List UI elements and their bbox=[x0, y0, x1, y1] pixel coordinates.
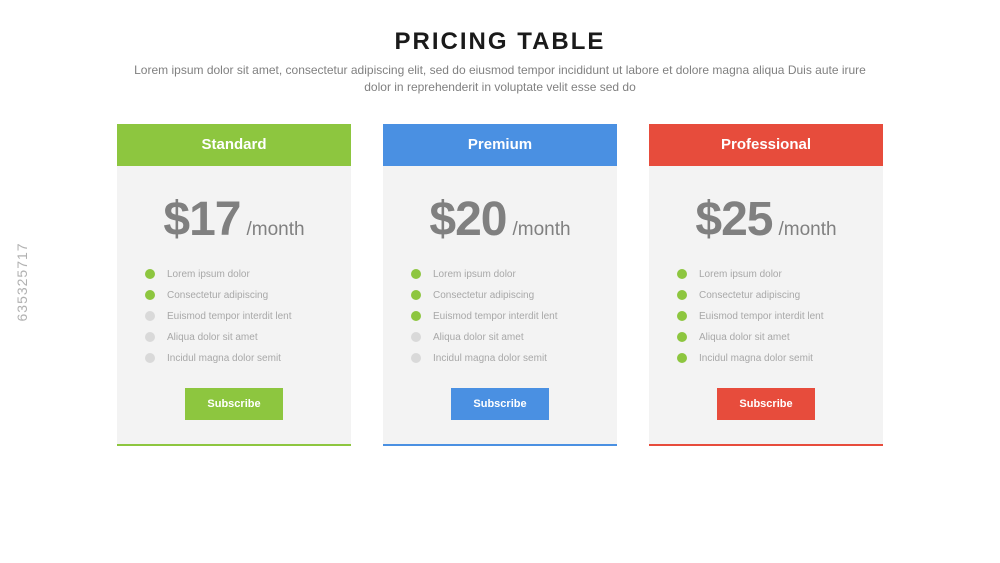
feature-list: Lorem ipsum dolor Consectetur adipiscing E… bbox=[117, 269, 351, 374]
feature-text: Aliqua dolor sit amet bbox=[433, 332, 524, 343]
bullet-active-icon bbox=[677, 353, 687, 363]
bullet-inactive-icon bbox=[411, 353, 421, 363]
feature-text: Lorem ipsum dolor bbox=[699, 269, 782, 280]
feature-text: Aliqua dolor sit amet bbox=[699, 332, 790, 343]
feature-item: Lorem ipsum dolor bbox=[677, 269, 855, 280]
feature-text: Lorem ipsum dolor bbox=[433, 269, 516, 280]
feature-list: Lorem ipsum dolor Consectetur adipiscing E… bbox=[383, 269, 617, 374]
feature-item: Aliqua dolor sit amet bbox=[411, 332, 589, 343]
pricing-card-professional: Professional $25/month Lorem ipsum dolor Co… bbox=[649, 124, 883, 446]
feature-text: Consectetur adipiscing bbox=[167, 290, 268, 301]
feature-text: Incidul magna dolor semit bbox=[167, 353, 281, 364]
feature-text: Lorem ipsum dolor bbox=[167, 269, 250, 280]
feature-text: Incidul magna dolor semit bbox=[433, 353, 547, 364]
feature-text: Consectetur adipiscing bbox=[699, 290, 800, 301]
price-row: $20/month bbox=[383, 192, 617, 247]
bullet-active-icon bbox=[677, 332, 687, 342]
feature-text: Consectetur adipiscing bbox=[433, 290, 534, 301]
feature-item: Consectetur adipiscing bbox=[145, 290, 323, 301]
feature-text: Euismod tempor interdit lent bbox=[167, 311, 292, 322]
price-amount: $25 bbox=[695, 192, 772, 247]
feature-item: Incidul magna dolor semit bbox=[411, 353, 589, 364]
price-amount: $17 bbox=[163, 192, 240, 247]
bullet-active-icon bbox=[411, 290, 421, 300]
bullet-inactive-icon bbox=[145, 353, 155, 363]
card-header: Standard bbox=[117, 124, 351, 166]
feature-item: Lorem ipsum dolor bbox=[411, 269, 589, 280]
price-period: /month bbox=[513, 219, 571, 241]
feature-list: Lorem ipsum dolor Consectetur adipiscing E… bbox=[649, 269, 883, 374]
bullet-active-icon bbox=[145, 269, 155, 279]
price-row: $25/month bbox=[649, 192, 883, 247]
bullet-active-icon bbox=[677, 311, 687, 321]
bullet-active-icon bbox=[677, 290, 687, 300]
watermark-id: 635325717 bbox=[14, 242, 30, 321]
page-subtitle: Lorem ipsum dolor sit amet, consectetur … bbox=[130, 62, 870, 96]
feature-item: Lorem ipsum dolor bbox=[145, 269, 323, 280]
subscribe-button[interactable]: Subscribe bbox=[451, 388, 548, 420]
feature-item: Consectetur adipiscing bbox=[411, 290, 589, 301]
feature-text: Euismod tempor interdit lent bbox=[433, 311, 558, 322]
bullet-active-icon bbox=[411, 269, 421, 279]
feature-item: Incidul magna dolor semit bbox=[145, 353, 323, 364]
feature-text: Euismod tempor interdit lent bbox=[699, 311, 824, 322]
bullet-inactive-icon bbox=[145, 332, 155, 342]
bullet-active-icon bbox=[677, 269, 687, 279]
price-period: /month bbox=[779, 219, 837, 241]
pricing-cards-container: Standard $17/month Lorem ipsum dolor Consec… bbox=[117, 124, 883, 446]
feature-text: Incidul magna dolor semit bbox=[699, 353, 813, 364]
price-amount: $20 bbox=[429, 192, 506, 247]
card-header: Professional bbox=[649, 124, 883, 166]
feature-item: Consectetur adipiscing bbox=[677, 290, 855, 301]
feature-item: Aliqua dolor sit amet bbox=[677, 332, 855, 343]
bullet-inactive-icon bbox=[145, 311, 155, 321]
bullet-inactive-icon bbox=[411, 332, 421, 342]
page-title: PRICING TABLE bbox=[395, 28, 606, 56]
price-row: $17/month bbox=[117, 192, 351, 247]
subscribe-button[interactable]: Subscribe bbox=[717, 388, 814, 420]
price-period: /month bbox=[247, 219, 305, 241]
feature-item: Incidul magna dolor semit bbox=[677, 353, 855, 364]
feature-item: Euismod tempor interdit lent bbox=[145, 311, 323, 322]
feature-item: Euismod tempor interdit lent bbox=[411, 311, 589, 322]
bullet-active-icon bbox=[145, 290, 155, 300]
feature-item: Euismod tempor interdit lent bbox=[677, 311, 855, 322]
subscribe-button[interactable]: Subscribe bbox=[185, 388, 282, 420]
feature-text: Aliqua dolor sit amet bbox=[167, 332, 258, 343]
pricing-card-standard: Standard $17/month Lorem ipsum dolor Consec… bbox=[117, 124, 351, 446]
feature-item: Aliqua dolor sit amet bbox=[145, 332, 323, 343]
pricing-card-premium: Premium $20/month Lorem ipsum dolor Consect… bbox=[383, 124, 617, 446]
bullet-active-icon bbox=[411, 311, 421, 321]
card-header: Premium bbox=[383, 124, 617, 166]
